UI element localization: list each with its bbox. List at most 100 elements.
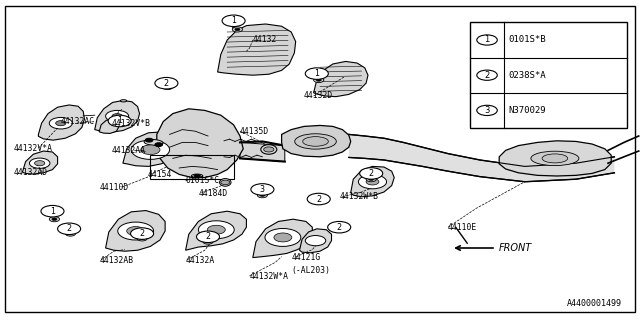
Circle shape [68, 232, 73, 235]
Circle shape [235, 28, 240, 31]
Text: FRONT: FRONT [499, 243, 532, 253]
Circle shape [366, 177, 376, 182]
Text: 3: 3 [484, 106, 490, 115]
Polygon shape [99, 119, 119, 133]
Polygon shape [349, 134, 614, 182]
Polygon shape [95, 100, 140, 132]
Circle shape [127, 227, 145, 236]
Text: 2: 2 [140, 229, 145, 238]
Circle shape [140, 237, 145, 240]
Text: 2: 2 [164, 79, 169, 88]
Ellipse shape [542, 154, 568, 163]
Text: 2: 2 [205, 232, 211, 241]
Text: 44110E: 44110E [448, 223, 477, 232]
Polygon shape [314, 61, 368, 97]
Ellipse shape [120, 100, 127, 102]
Polygon shape [300, 229, 332, 253]
Circle shape [131, 140, 170, 159]
Text: 44132AC: 44132AC [61, 117, 95, 126]
Text: 44132W*B: 44132W*B [339, 192, 378, 201]
Text: 3: 3 [260, 185, 265, 194]
Circle shape [49, 217, 60, 222]
Circle shape [257, 193, 268, 198]
Text: 44132V*A: 44132V*A [14, 144, 53, 153]
Ellipse shape [261, 145, 277, 154]
Polygon shape [106, 211, 165, 251]
Circle shape [56, 121, 66, 126]
Bar [470, 22, 627, 128]
Text: N370029: N370029 [509, 106, 547, 115]
Circle shape [232, 27, 243, 32]
Circle shape [35, 161, 45, 166]
Circle shape [307, 193, 330, 205]
Text: 44132: 44132 [253, 36, 277, 44]
Circle shape [207, 225, 225, 234]
Polygon shape [157, 109, 243, 178]
Circle shape [155, 77, 178, 89]
Ellipse shape [191, 174, 203, 178]
Text: 2: 2 [316, 195, 321, 204]
Text: 44154: 44154 [147, 170, 172, 179]
Circle shape [141, 145, 160, 155]
Ellipse shape [220, 179, 231, 186]
Ellipse shape [144, 140, 163, 145]
Circle shape [155, 143, 163, 147]
Circle shape [108, 115, 131, 127]
Text: 2: 2 [369, 169, 374, 178]
Circle shape [118, 222, 154, 240]
Circle shape [145, 138, 153, 142]
Circle shape [328, 221, 351, 233]
Circle shape [260, 194, 265, 196]
Bar [150, 155, 234, 179]
Circle shape [221, 180, 230, 185]
Text: 1: 1 [231, 16, 236, 25]
Circle shape [131, 228, 154, 239]
Circle shape [251, 184, 274, 195]
Circle shape [194, 174, 200, 178]
Polygon shape [351, 166, 394, 197]
Text: 44132A: 44132A [186, 256, 215, 265]
Ellipse shape [316, 79, 322, 82]
Text: 2: 2 [484, 71, 490, 80]
Text: 44135D: 44135D [240, 127, 269, 136]
Circle shape [203, 239, 213, 244]
Circle shape [65, 231, 76, 236]
Circle shape [360, 168, 383, 179]
Circle shape [477, 70, 497, 80]
Circle shape [316, 79, 321, 81]
Circle shape [165, 86, 170, 88]
Circle shape [137, 236, 147, 241]
Text: 44110D: 44110D [99, 183, 129, 192]
Polygon shape [22, 151, 58, 174]
Circle shape [198, 221, 234, 239]
Circle shape [477, 105, 497, 116]
Circle shape [205, 240, 211, 243]
Text: 1: 1 [50, 207, 55, 216]
Text: 44121G: 44121G [291, 253, 321, 262]
Text: 44132AD: 44132AD [14, 168, 48, 177]
Circle shape [305, 68, 328, 79]
Polygon shape [123, 132, 179, 166]
Text: 0101S*B: 0101S*B [509, 36, 547, 44]
Text: 1: 1 [117, 116, 122, 125]
Polygon shape [240, 142, 285, 162]
Ellipse shape [531, 151, 579, 166]
Circle shape [106, 110, 129, 122]
Ellipse shape [232, 27, 239, 29]
Text: 2: 2 [67, 224, 72, 233]
Circle shape [58, 223, 81, 235]
Text: A4400001499: A4400001499 [567, 299, 622, 308]
Circle shape [49, 117, 72, 129]
Text: (-AL203): (-AL203) [291, 266, 330, 275]
Circle shape [222, 15, 245, 27]
Circle shape [274, 233, 292, 242]
Circle shape [305, 236, 326, 246]
Circle shape [52, 218, 57, 220]
Circle shape [358, 175, 387, 189]
Polygon shape [186, 211, 246, 250]
Circle shape [316, 199, 321, 201]
Polygon shape [218, 24, 296, 75]
Text: 44132W*A: 44132W*A [250, 272, 289, 281]
Circle shape [196, 231, 220, 243]
Ellipse shape [294, 134, 337, 149]
